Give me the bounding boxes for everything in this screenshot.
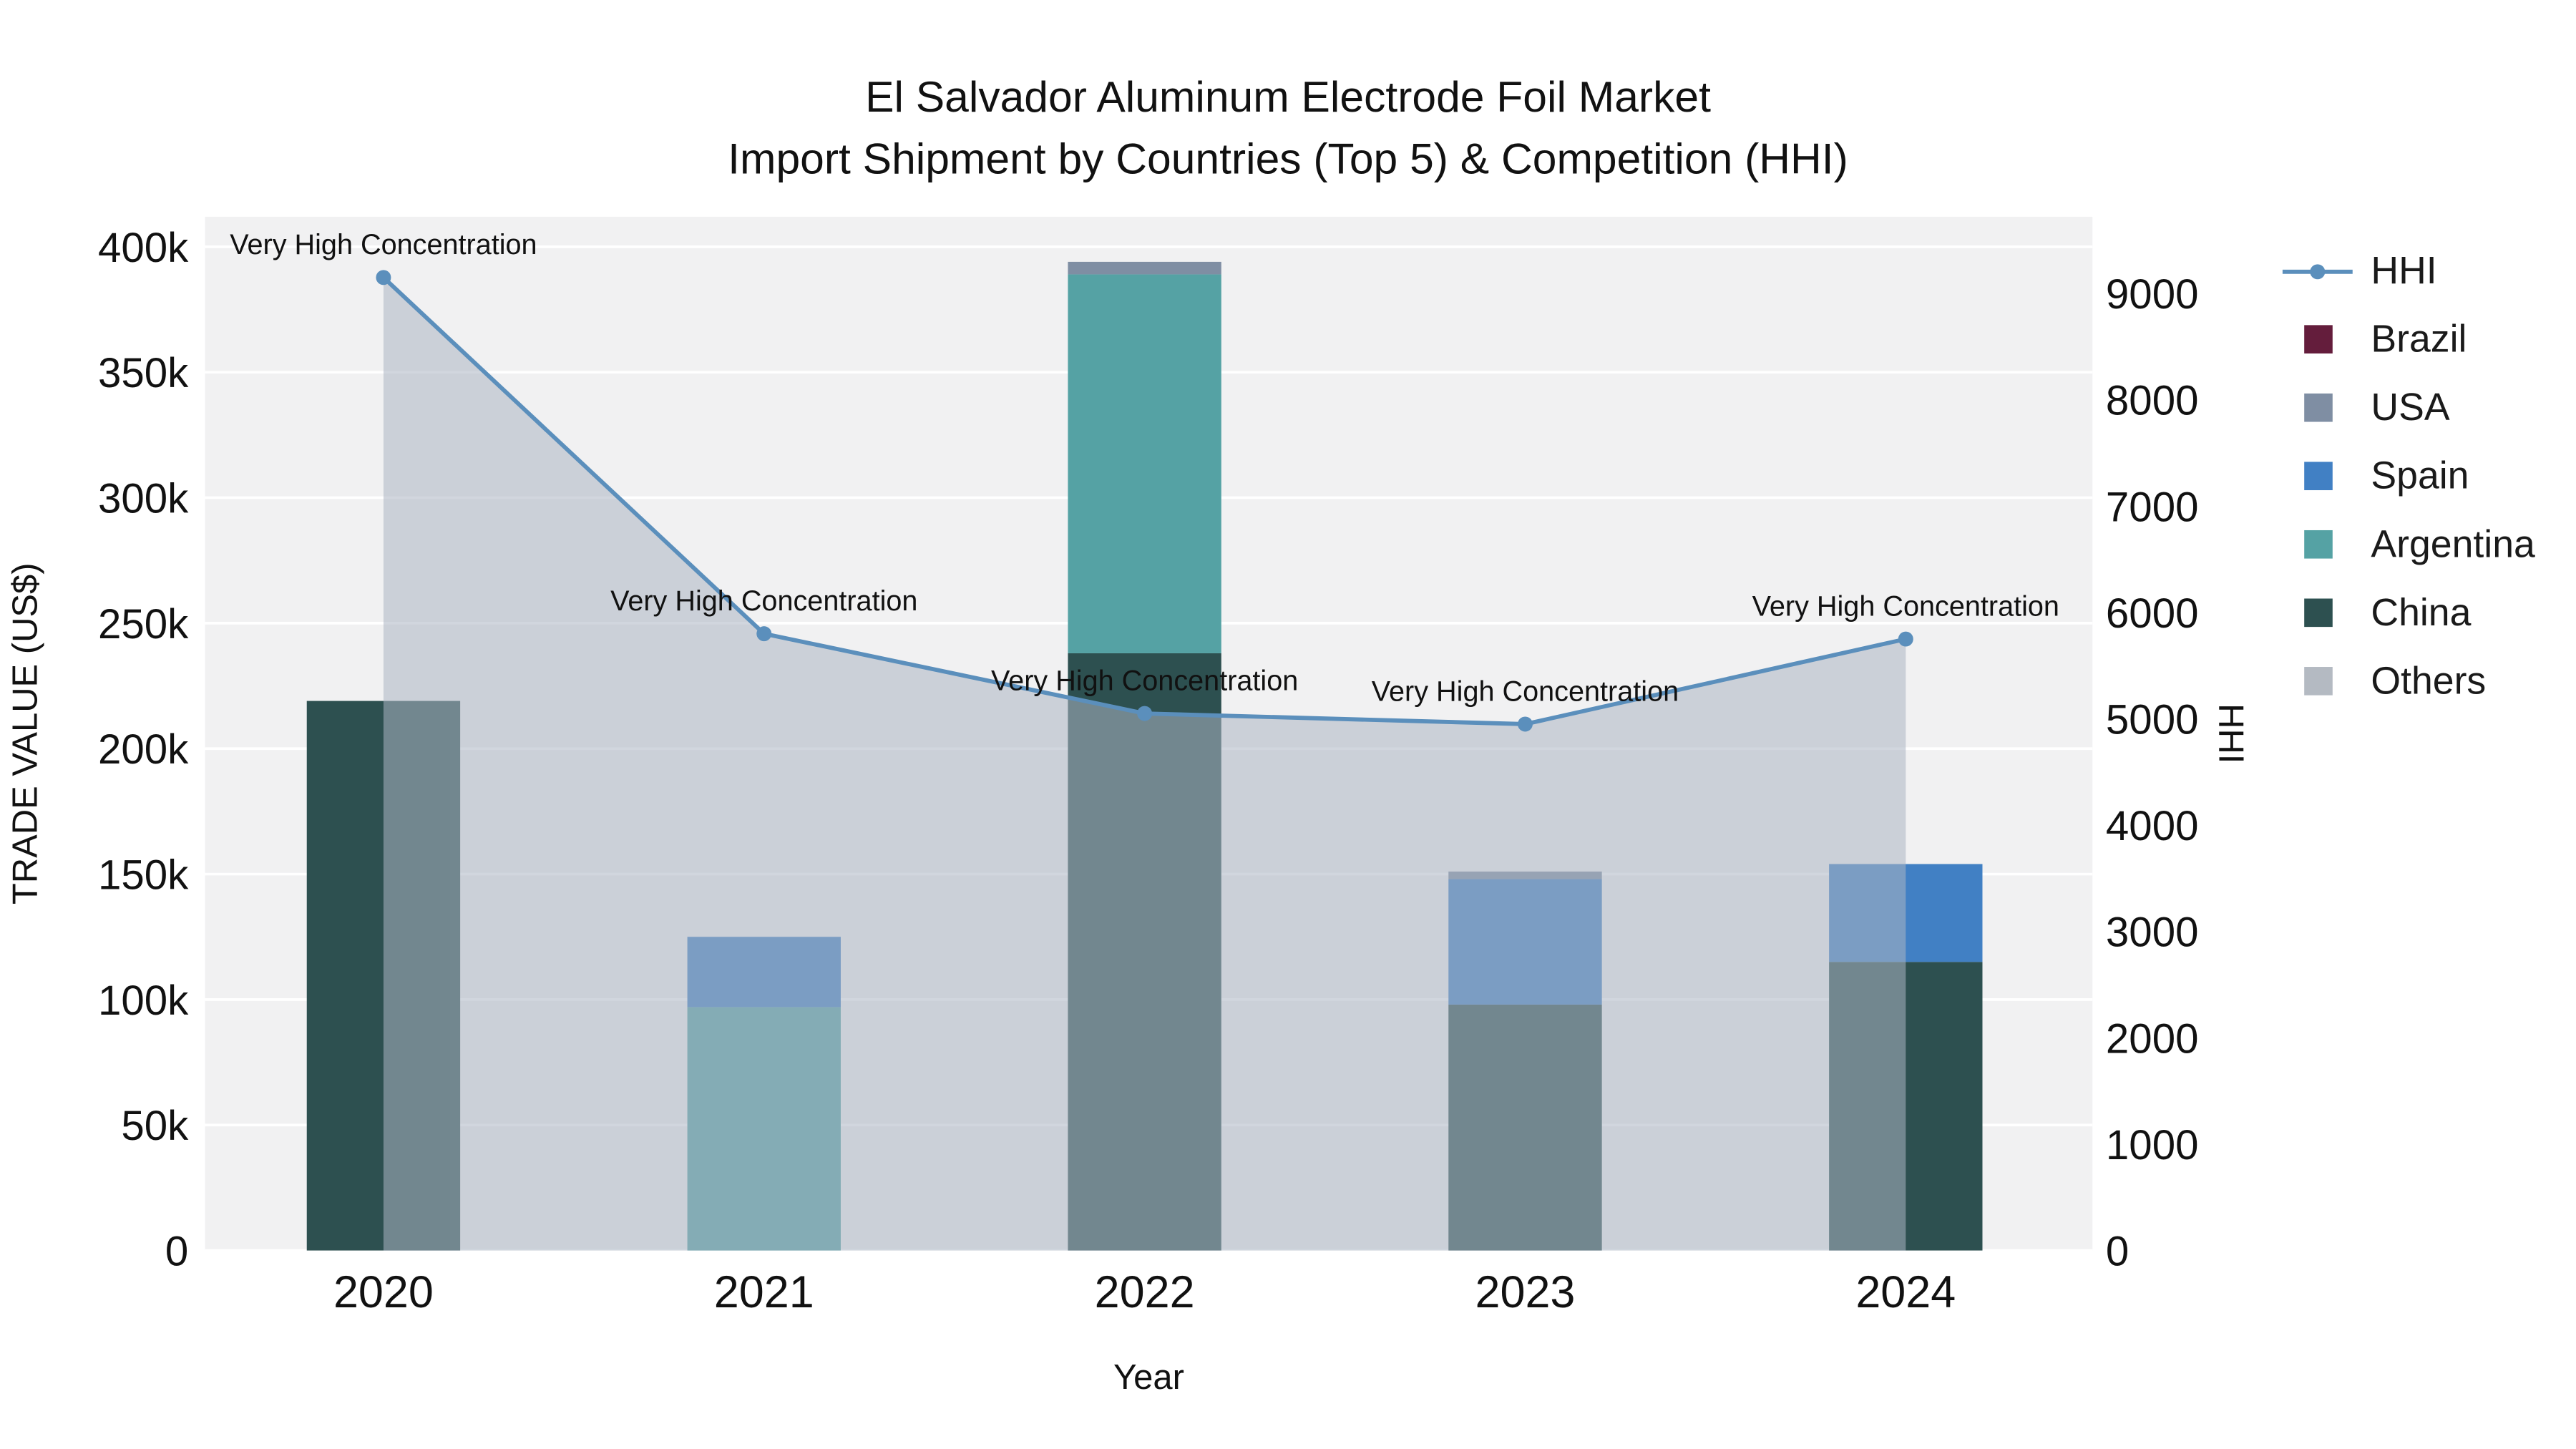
chart-title-line2: Import Shipment by Countries (Top 5) & C… [728,133,1848,184]
legend-label-brazil: Brazil [2371,316,2467,361]
others-swatch-icon [2303,667,2332,696]
legend-item-argentina[interactable]: Argentina [2281,510,2535,579]
annotation-2022: Very High Concentration [991,665,1298,696]
legend-label-usa: USA [2371,385,2450,429]
y-right-tick-4000: 4000 [2106,803,2199,849]
y-right-tick-8000: 8000 [2106,378,2199,424]
x-tick-2022: 2022 [1095,1267,1195,1317]
y-left-tick-200k: 200k [98,726,189,773]
y-axis-right-title: HHI [2210,703,2250,764]
y-right-tick-5000: 5000 [2106,697,2199,743]
y-left-tick-50k: 50k [121,1103,189,1149]
y-axis-left-title: TRADE VALUE (US$) [6,562,45,905]
hhi-area [383,277,1906,1251]
legend-label-hhi: HHI [2371,248,2437,292]
legend-label-argentina: Argentina [2371,522,2535,565]
y-right-tick-1000: 1000 [2106,1122,2199,1169]
y-right-tick-9000: 9000 [2106,271,2199,318]
y-left-tick-350k: 350k [98,350,189,396]
y-left-tick-100k: 100k [98,977,189,1024]
x-axis-title: Year [1113,1359,1184,1397]
annotation-2024: Very High Concentration [1752,590,2059,622]
legend-item-spain[interactable]: Spain [2281,441,2535,510]
x-tick-2024: 2024 [1855,1267,1956,1317]
bar-segment-argentina-2022[interactable] [1068,274,1221,653]
y-left-tick-300k: 300k [98,476,189,522]
usa-swatch-icon [2303,393,2332,422]
china-swatch-icon [2303,598,2332,628]
hhi-line-swatch-icon [2281,258,2355,284]
y-left-tick-150k: 150k [98,852,189,899]
hhi-point-2021[interactable] [756,626,772,642]
y-right-tick-7000: 7000 [2106,484,2199,530]
hhi-point-2024[interactable] [1898,631,1913,647]
y-left-tick-250k: 250k [98,601,189,648]
annotation-2023: Very High Concentration [1372,675,1679,707]
y-right-tick-3000: 3000 [2106,909,2199,956]
y-right-tick-6000: 6000 [2106,590,2199,637]
legend-label-others: Others [2371,658,2487,702]
legend-item-china[interactable]: China [2281,579,2535,648]
argentina-swatch-icon [2303,530,2332,559]
legend-item-usa[interactable]: USA [2281,374,2535,442]
annotation-2021: Very High Concentration [610,585,917,617]
chart-title: El Salvador Aluminum Electrode Foil Mark… [0,67,2576,190]
bar-segment-usa-2022[interactable] [1068,261,1221,275]
legend-item-brazil[interactable]: Brazil [2281,305,2535,374]
annotation-2020: Very High Concentration [230,229,537,260]
legend-item-hhi[interactable]: HHI [2281,237,2535,306]
x-tick-2021: 2021 [714,1267,814,1317]
hhi-point-2020[interactable] [376,270,391,286]
x-tick-2023: 2023 [1475,1267,1575,1317]
y-right-tick-2000: 2000 [2106,1015,2199,1062]
y-right-tick-0: 0 [2106,1229,2129,1275]
chart-title-line1: El Salvador Aluminum Electrode Foil Mark… [865,72,1711,122]
hhi-point-2022[interactable] [1137,706,1153,721]
legend-label-spain: Spain [2371,453,2469,497]
spain-swatch-icon [2303,462,2332,491]
y-left-tick-0: 0 [165,1229,188,1275]
legend-item-others[interactable]: Others [2281,647,2535,716]
x-tick-2020: 2020 [333,1267,434,1317]
legend-label-china: China [2371,590,2472,634]
legend: HHI Brazil USA Spain Argentina China Oth… [2281,237,2535,716]
brazil-swatch-icon [2303,325,2332,353]
y-left-tick-400k: 400k [98,225,189,271]
hhi-point-2023[interactable] [1517,716,1533,732]
